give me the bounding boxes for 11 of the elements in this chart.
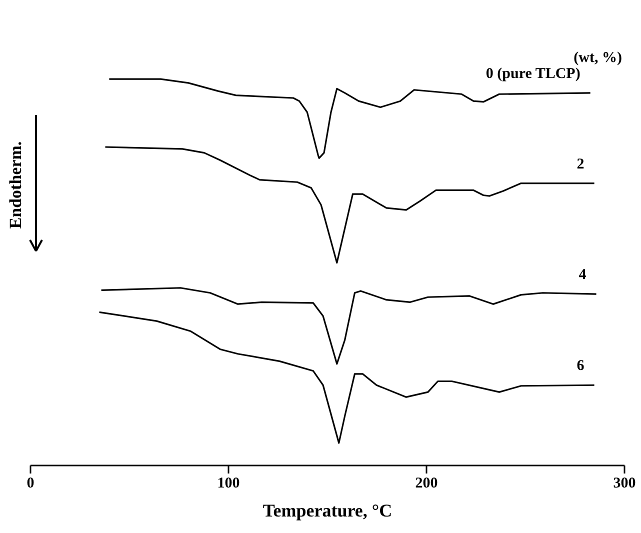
x-tick-label: 200: [415, 476, 438, 492]
series-label: 0 (pure TLCP): [486, 66, 580, 82]
x-tick-label: 100: [217, 476, 240, 492]
series-label: 6: [576, 358, 585, 374]
series-label: 2: [576, 156, 584, 172]
y-axis-title: Endotherm.: [6, 141, 25, 229]
x-axis-title: Temperature, °C: [262, 500, 392, 520]
x-tick-label: 0: [26, 476, 34, 492]
series-label: 4: [578, 267, 587, 284]
x-tick-label: 300: [613, 476, 636, 492]
legend-title: (wt, %): [574, 50, 622, 66]
